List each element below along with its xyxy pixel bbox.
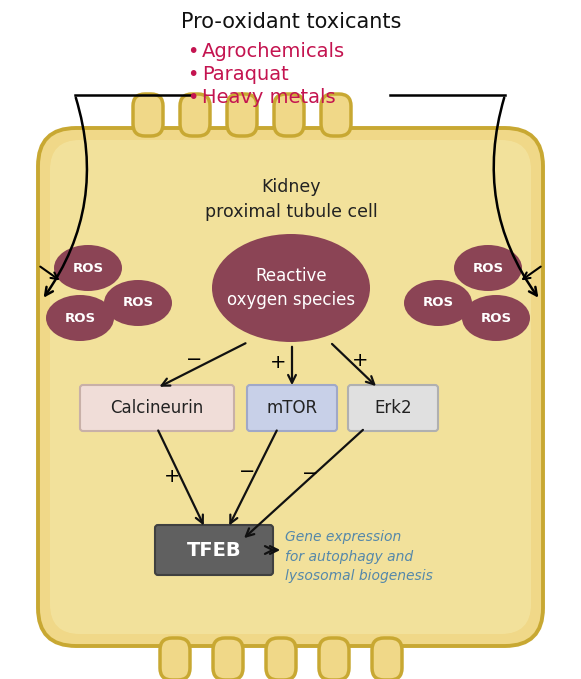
- Ellipse shape: [46, 295, 114, 341]
- Text: Heavy metals: Heavy metals: [202, 88, 336, 107]
- FancyBboxPatch shape: [50, 140, 531, 634]
- Text: Calcineurin: Calcineurin: [110, 399, 203, 417]
- FancyBboxPatch shape: [348, 385, 438, 431]
- Ellipse shape: [54, 245, 122, 291]
- FancyBboxPatch shape: [38, 128, 543, 646]
- Text: •: •: [187, 88, 198, 107]
- FancyBboxPatch shape: [227, 94, 257, 136]
- Text: ROS: ROS: [480, 312, 511, 325]
- Text: Pro-oxidant toxicants: Pro-oxidant toxicants: [181, 12, 401, 32]
- FancyBboxPatch shape: [372, 638, 402, 679]
- Ellipse shape: [462, 295, 530, 341]
- Text: +: +: [352, 350, 368, 369]
- Text: Kidney
proximal tubule cell: Kidney proximal tubule cell: [205, 178, 378, 221]
- FancyBboxPatch shape: [213, 638, 243, 679]
- Text: ROS: ROS: [123, 297, 153, 310]
- Ellipse shape: [404, 280, 472, 326]
- Text: Erk2: Erk2: [374, 399, 412, 417]
- FancyBboxPatch shape: [133, 94, 163, 136]
- Ellipse shape: [212, 234, 370, 342]
- Text: Reactive
oxygen species: Reactive oxygen species: [227, 268, 355, 309]
- Text: ROS: ROS: [64, 312, 95, 325]
- FancyArrowPatch shape: [494, 98, 537, 295]
- Text: Agrochemicals: Agrochemicals: [202, 42, 345, 61]
- FancyBboxPatch shape: [80, 385, 234, 431]
- FancyBboxPatch shape: [266, 638, 296, 679]
- FancyBboxPatch shape: [321, 94, 351, 136]
- FancyArrowPatch shape: [45, 98, 87, 295]
- FancyBboxPatch shape: [155, 525, 273, 575]
- Text: +: +: [164, 466, 180, 485]
- Text: −: −: [239, 462, 255, 481]
- Text: +: +: [270, 354, 286, 373]
- FancyBboxPatch shape: [319, 638, 349, 679]
- Text: mTOR: mTOR: [267, 399, 318, 417]
- Text: Gene expression
for autophagy and
lysosomal biogenesis: Gene expression for autophagy and lysoso…: [285, 530, 433, 583]
- Text: ROS: ROS: [472, 261, 504, 274]
- Text: ROS: ROS: [73, 261, 103, 274]
- Text: −: −: [186, 350, 202, 369]
- FancyBboxPatch shape: [274, 94, 304, 136]
- FancyBboxPatch shape: [160, 638, 190, 679]
- Text: Paraquat: Paraquat: [202, 65, 289, 84]
- Text: −: −: [302, 464, 318, 483]
- Text: ROS: ROS: [422, 297, 454, 310]
- Text: •: •: [187, 65, 198, 84]
- Ellipse shape: [454, 245, 522, 291]
- Ellipse shape: [104, 280, 172, 326]
- Text: TFEB: TFEB: [187, 540, 241, 559]
- Text: •: •: [187, 42, 198, 61]
- FancyBboxPatch shape: [180, 94, 210, 136]
- FancyBboxPatch shape: [247, 385, 337, 431]
